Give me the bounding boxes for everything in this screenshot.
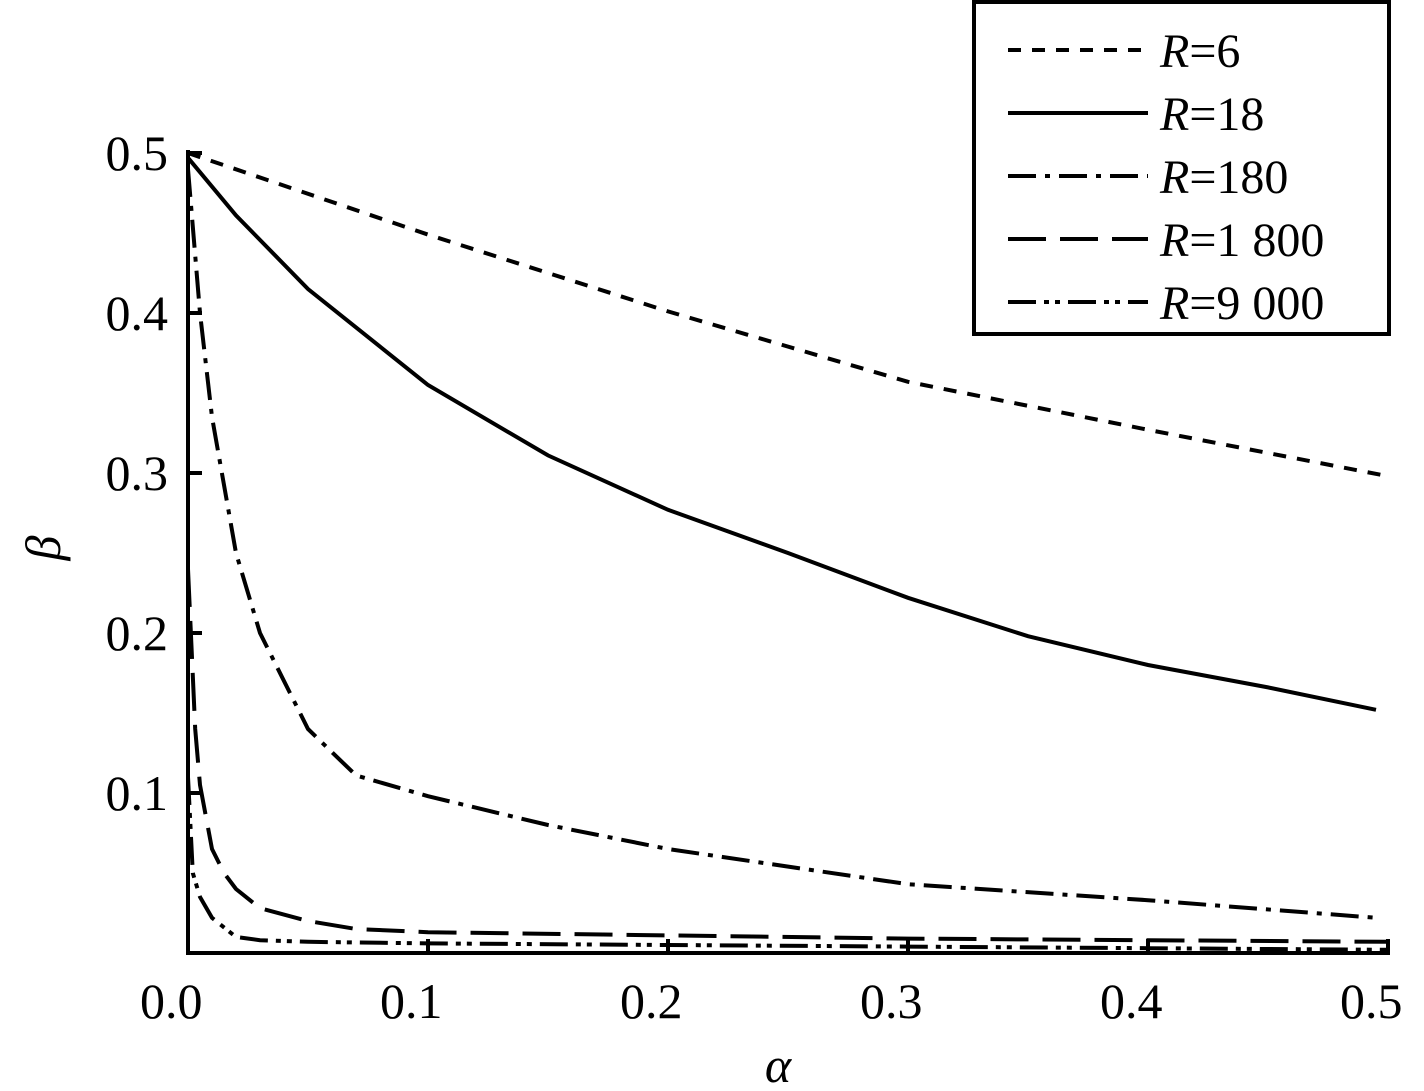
y-ticks: 0.1 0.2 0.3 0.4 0.5 (106, 125, 202, 821)
legend-label-0: R=6 (1159, 25, 1240, 78)
y-tick-label-0: 0.1 (106, 765, 169, 821)
series-line-3 (186, 568, 1389, 944)
y-tick-label-3: 0.4 (106, 285, 169, 341)
legend-value-4: =9 000 (1189, 277, 1324, 330)
series-line-1 (186, 156, 1377, 712)
legend-var-4: R (1159, 277, 1189, 330)
legend-value-2: =180 (1189, 151, 1288, 204)
x-tick-label-2: 0.2 (620, 973, 683, 1029)
x-tick-label-3: 0.3 (860, 973, 923, 1029)
series-line-0 (187, 151, 1389, 479)
y-tick-label-4: 0.5 (106, 125, 169, 181)
x-ticks: 0.0 0.1 0.2 0.3 0.4 0.5 (140, 939, 1403, 1029)
x-axis-label: α (765, 1037, 793, 1091)
legend-value-1: =18 (1189, 88, 1264, 141)
legend-box (972, 0, 1391, 336)
x-tick-label-4: 0.4 (1100, 973, 1163, 1029)
plot-lines (186, 151, 1389, 952)
x-tick-label-5: 0.5 (1340, 973, 1403, 1029)
y-axis-label: β (15, 535, 71, 561)
legend-var-0: R (1159, 25, 1189, 78)
legend-label-3: R=1 800 (1159, 214, 1324, 267)
legend-var-1: R (1159, 88, 1189, 141)
legend-label-2: R=180 (1159, 151, 1288, 204)
legend-label-4: R=9 000 (1159, 277, 1324, 330)
legend-value-0: =6 (1189, 25, 1240, 78)
legend-value-3: =1 800 (1189, 214, 1324, 267)
legend-label-1: R=18 (1159, 88, 1264, 141)
y-tick-label-2: 0.3 (106, 445, 169, 501)
x-tick-label-0: 0.0 (140, 973, 203, 1029)
series-line-4 (186, 776, 1389, 952)
axes (186, 150, 1390, 955)
y-tick-label-1: 0.2 (106, 605, 169, 661)
legend-var-3: R (1159, 214, 1189, 267)
legend-var-2: R (1159, 151, 1189, 204)
x-tick-label-1: 0.1 (380, 973, 443, 1029)
